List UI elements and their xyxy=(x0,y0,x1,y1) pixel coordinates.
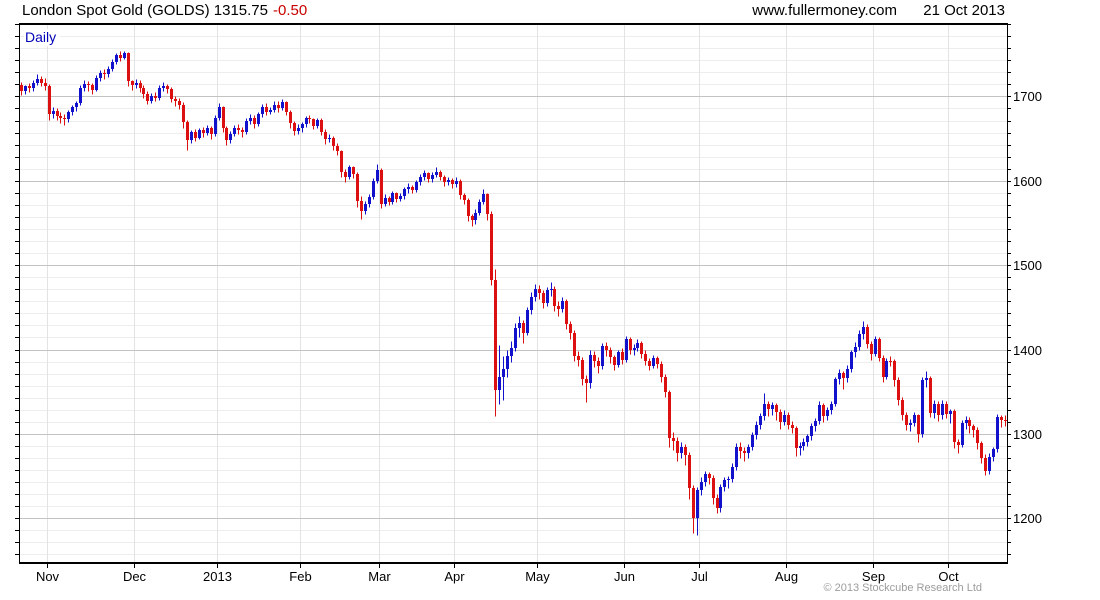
x-axis-label: Aug xyxy=(775,569,798,584)
x-axis-label: Nov xyxy=(36,569,60,584)
x-axis-label: Mar xyxy=(368,569,391,584)
chart-title: London Spot Gold (GOLDS) 1315.75 -0.50 xyxy=(22,2,307,19)
price-change: -0.50 xyxy=(273,2,308,19)
x-axis-label: Apr xyxy=(444,569,465,584)
x-axis-label: Jun xyxy=(614,569,635,584)
candlesticks xyxy=(20,51,1007,536)
gridlines xyxy=(19,24,1007,562)
x-axis-label: Sep xyxy=(862,569,885,584)
x-axis-label: 2013 xyxy=(203,569,232,584)
y-axis-label: 1400 xyxy=(1013,343,1042,358)
y-axis-label: 1500 xyxy=(1013,258,1042,273)
x-axis-label: Dec xyxy=(123,569,147,584)
x-axis-label: Jul xyxy=(691,569,708,584)
chart-date: 21 Oct 2013 xyxy=(923,2,1005,19)
axes-and-ticks xyxy=(15,23,1011,568)
y-axis-label: 1600 xyxy=(1013,174,1042,189)
x-axis-label: Feb xyxy=(289,569,311,584)
copyright-notice: © 2013 Stockcube Research Ltd xyxy=(823,582,982,594)
x-axis-label: May xyxy=(525,569,550,584)
y-axis-label: 1200 xyxy=(1013,511,1042,526)
website-link[interactable]: www.fullermoney.com xyxy=(752,2,897,19)
y-axis-label: 1300 xyxy=(1013,427,1042,442)
frequency-label: Daily xyxy=(24,29,61,46)
instrument-name-and-price: London Spot Gold (GOLDS) 1315.75 xyxy=(22,2,268,19)
x-axis-label: Oct xyxy=(938,569,959,584)
y-axis-label: 1700 xyxy=(1013,89,1042,104)
axis-labels: Nov Dec 2013 Feb Mar Apr May Jun Jul Aug Sep Oct 120… xyxy=(36,89,1042,584)
